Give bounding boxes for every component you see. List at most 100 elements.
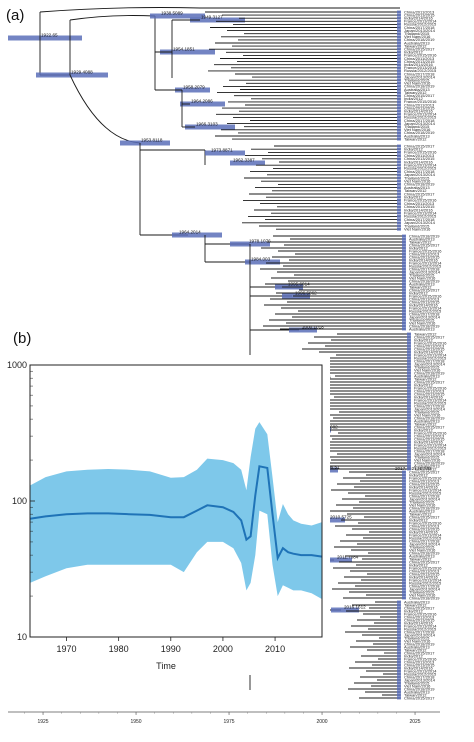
tip-label: China/2018/2019 [404,641,435,646]
tip-label: France/2015/2016 [404,99,437,104]
tip-hpd-bar [397,125,401,129]
tip-label: India/2014/2016 [404,207,433,212]
tip-hpd-bar [402,596,406,600]
tip-label: China/2017/2018 [409,493,440,498]
tip-label: France/2015/2016 [409,565,442,570]
tip-label: China/2015/2017 [414,379,445,384]
tip-hpd-bar [402,264,406,268]
tip-hpd-bar [407,347,411,351]
tip-label: China/2015/2017 [404,191,435,196]
tip-label: Japan/2013/2014 [404,632,436,637]
tip-hpd-bar [397,624,401,628]
tip-hpd-bar [397,100,401,104]
tip-hpd-bar [397,648,401,652]
tip-hpd-bar [402,557,406,561]
tip-hpd-bar [402,566,406,570]
tip-hpd-bar [402,545,406,549]
tip-hpd-bar [397,654,401,658]
time-axis-tick-label: 1925 [37,719,48,725]
tip-hpd-bar [407,386,411,390]
tip-label: Japan/2013/2014 [404,220,436,225]
tip-hpd-bar [397,639,401,643]
tip-hpd-bar [402,554,406,558]
node-age-label: 1984.003 [251,257,271,262]
tip-label: China/2017/2018 [414,358,445,363]
tip-label: Thailand/2015 [409,589,435,594]
tip-label: Russia/2012/2015 [414,445,447,450]
tip-label: Viet Nam/2016 [404,34,431,39]
tip-hpd-bar [397,167,401,170]
hpd-bar [317,517,345,523]
tip-hpd-bar [402,506,406,510]
node-age-label: 1964.2014 [179,230,201,235]
tip-hpd-bar [402,258,406,262]
tip-label: China/2015/2017 [409,469,440,474]
tip-label: Taiwan/2012 [404,647,427,652]
tip-hpd-bar [407,404,411,408]
tip-label: Viet Nam/2016 [404,127,431,132]
hpd-bar [160,49,215,55]
node-age-label: 2011.7084 [337,555,359,560]
tip-hpd-bar [397,696,401,700]
tip-hpd-bar [397,651,401,655]
tip-hpd-bar [407,371,411,375]
tip-label: France/2013/2014 [409,532,442,537]
tip-hpd-bar [397,189,401,193]
tip-hpd-bar [397,176,401,180]
tip-label: Russia/2012/2015 [404,68,437,73]
node-age-label: 1978.1076 [249,239,271,244]
tip-hpd-bar [402,249,406,253]
tip-label: China/2013/2015 [409,254,440,259]
tip-label: India/2014/2016 [404,62,433,67]
tip-label: France/2015/2016 [414,385,447,390]
tip-hpd-bar [402,536,406,540]
tip-hpd-bar [397,663,401,667]
node-age-label: 1973.8871 [211,148,233,153]
tip-hpd-bar [397,195,401,199]
tip-label: Australia/2013 [404,644,430,649]
tip-hpd-bar [397,681,401,685]
tip-label: Viet Nam/2016 [404,638,431,643]
tip-hpd-bar [402,294,406,298]
tip-hpd-bar [407,410,411,414]
tip-hpd-bar [397,603,401,607]
tip-hpd-bar [397,630,401,634]
tip-hpd-bar [397,160,401,164]
tip-hpd-bar [402,243,406,247]
tip-label: China/2017/2018 [409,311,440,316]
tip-label: France/2013/2014 [409,487,442,492]
tip-label: China/2011/2013 [404,659,435,664]
tip-hpd-bar [407,365,411,369]
tip-label: China/2015/2017 [414,334,445,339]
tip-label: France/2015/2016 [404,198,437,203]
tip-hpd-bar [397,41,401,45]
tip-hpd-bar [397,660,401,664]
tip-hpd-bar [402,327,406,331]
tip-hpd-bar [397,170,401,173]
tip-label: Thailand/2015 [404,680,430,685]
tip-hpd-bar [407,431,411,435]
tip-label: China/2011/2013 [404,153,435,158]
tip-label: Russia/2012/2015 [404,166,437,171]
node-age-label: 1922.65 [41,33,58,38]
tip-label: China/2013/2015 [409,571,440,576]
tip-label: China/2011/2013 [414,388,445,393]
tip-hpd-bar [397,669,401,673]
tip-hpd-bar [397,645,401,649]
tip-hpd-bar [397,32,401,36]
tip-label: Australia/2013 [409,508,435,513]
tip-label: China/2018/2019 [414,460,445,465]
tip-hpd-bar [397,657,401,661]
node-age-label: 1949.3127 [201,15,223,20]
tip-hpd-bar [397,179,401,183]
tip-label: Australia/2013 [404,185,430,190]
tip-label: Russia/2012/2015 [409,308,442,313]
tip-hpd-bar [397,57,401,60]
tip-label: India/2014/2016 [409,484,438,489]
tip-label: China/2013/2015 [404,156,435,161]
tip-label: China/2018/2019 [409,505,440,510]
tip-label: France/2013/2014 [404,19,437,24]
tip-hpd-bar [402,503,406,507]
panel-b-label: (b) [13,330,32,347]
tip-label: India/2012 [404,147,423,152]
